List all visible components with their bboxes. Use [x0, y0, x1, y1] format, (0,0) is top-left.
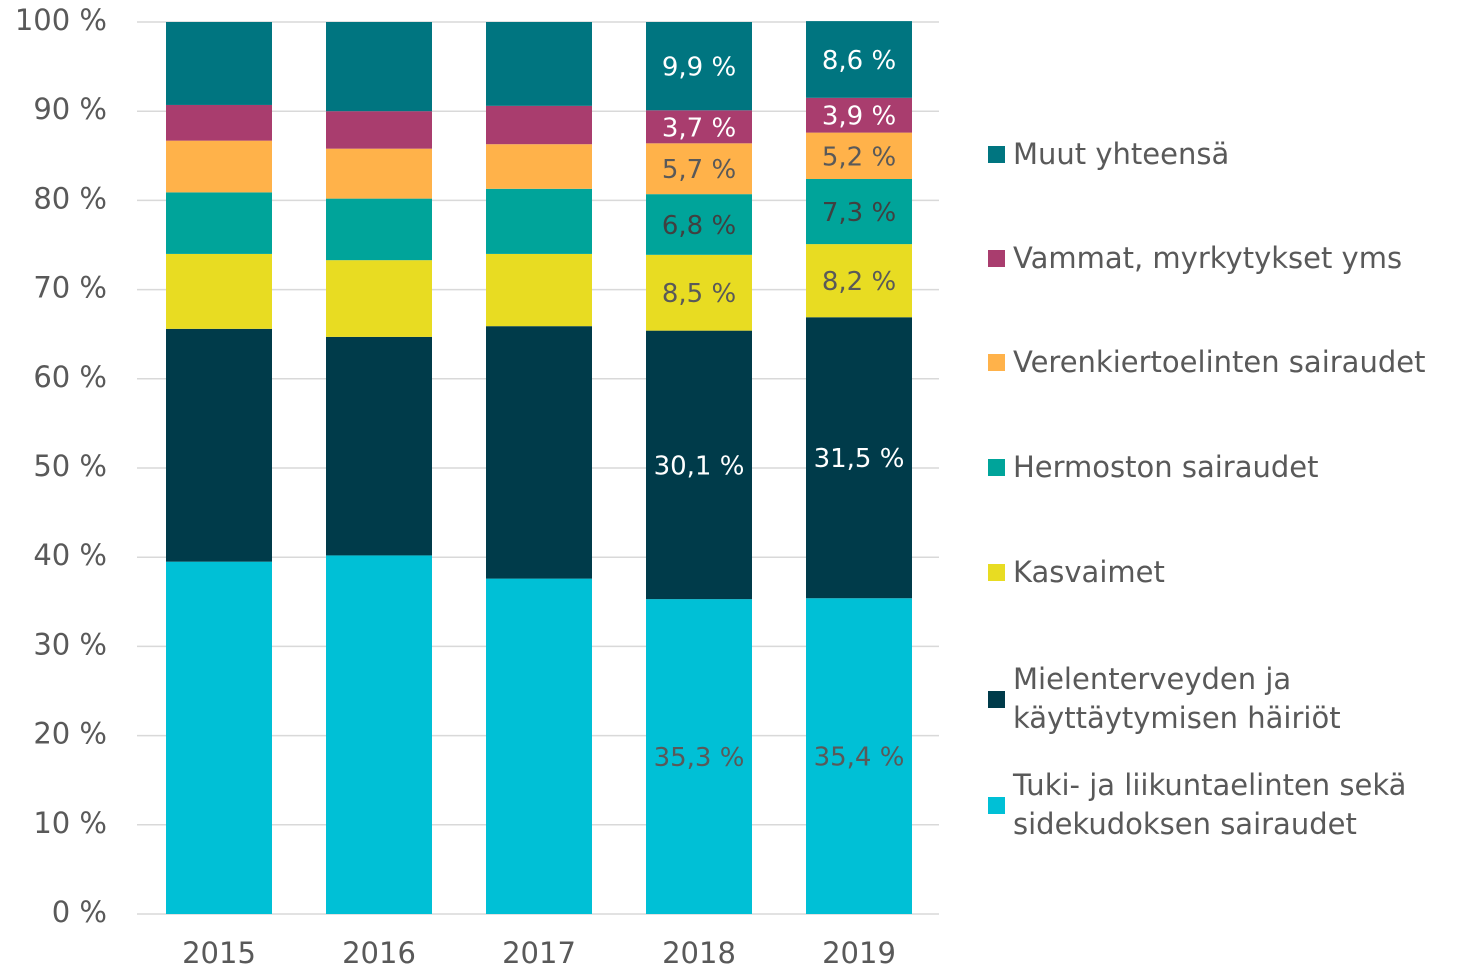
data-label: 35,4 %	[814, 743, 905, 773]
x-tick-label: 2019	[822, 936, 896, 970]
legend-label: Verenkiertoelinten sairaudet	[1013, 345, 1426, 379]
data-label: 31,5 %	[814, 444, 905, 474]
data-label: 9,9 %	[662, 53, 736, 83]
bar-segment	[166, 328, 272, 562]
data-label: 35,3 %	[654, 743, 745, 773]
bar-segment	[166, 561, 272, 914]
bar-segment	[486, 188, 592, 254]
bar-segment	[326, 148, 432, 199]
data-label: 8,6 %	[822, 46, 896, 76]
bar-segment	[326, 555, 432, 914]
y-tick-label: 90 %	[33, 92, 107, 126]
y-tick-label: 60 %	[33, 360, 107, 394]
x-tick-label: 2016	[342, 936, 416, 970]
legend-item: Verenkiertoelinten sairaudet	[988, 343, 1468, 382]
legend-item: Mielenterveyden ja käyttäytymisen häiriö…	[988, 660, 1468, 738]
bar-segment	[806, 598, 912, 914]
bar-segment	[646, 254, 752, 331]
bar-segment	[806, 178, 912, 245]
y-tick-label: 0 %	[52, 895, 107, 929]
bar-segment	[166, 253, 272, 329]
legend-swatch	[988, 459, 1005, 476]
legend-label: Tuki- ja liikuntaelinten sekä sidekudoks…	[1013, 768, 1407, 841]
data-label: 8,2 %	[822, 267, 896, 297]
bar-segment	[806, 317, 912, 599]
data-label: 30,1 %	[654, 451, 745, 481]
legend-swatch	[988, 796, 1005, 814]
legend-label: Hermoston sairaudet	[1013, 450, 1319, 484]
data-label: 3,7 %	[662, 113, 736, 143]
y-tick-label: 100 %	[15, 3, 107, 37]
y-tick-label: 70 %	[33, 271, 107, 305]
bar-segment	[486, 253, 592, 327]
legend-item: Muut yhteensä	[988, 135, 1468, 174]
bar-segment	[806, 21, 912, 98]
x-tick-label: 2015	[182, 936, 256, 970]
bar-segment	[166, 104, 272, 141]
legend-label: Vammat, myrkytykset yms	[1013, 241, 1403, 275]
bar-segment	[166, 192, 272, 254]
bar-segment	[646, 143, 752, 195]
legend-swatch	[988, 564, 1005, 581]
bar-segment	[326, 260, 432, 337]
y-tick-label: 80 %	[33, 181, 107, 215]
bar-segment	[646, 330, 752, 600]
y-tick-label: 50 %	[33, 449, 107, 483]
bar-segment	[646, 194, 752, 255]
legend-swatch	[988, 250, 1005, 267]
bar-segment	[326, 336, 432, 556]
legend-swatch	[988, 354, 1005, 371]
x-tick-label: 2018	[662, 936, 736, 970]
y-tick-label: 40 %	[33, 538, 107, 572]
legend-item: Kasvaimet	[988, 553, 1468, 592]
bar-segment	[806, 244, 912, 318]
bar-segment	[326, 22, 432, 112]
data-label: 5,2 %	[822, 142, 896, 172]
legend-item: Vammat, myrkytykset yms	[988, 239, 1468, 278]
y-tick-label: 10 %	[33, 806, 107, 840]
data-label: 7,3 %	[822, 198, 896, 228]
bar-segment	[166, 140, 272, 193]
bar-segment	[806, 97, 912, 133]
legend-swatch	[988, 146, 1005, 163]
bar-segment	[486, 22, 592, 106]
bar-segment	[806, 132, 912, 179]
bar-segment	[166, 22, 272, 105]
y-tick-label: 20 %	[33, 717, 107, 751]
legend-label: Muut yhteensä	[1013, 137, 1230, 171]
x-tick-label: 2017	[502, 936, 576, 970]
legend-item: Hermoston sairaudet	[988, 448, 1468, 487]
data-label: 6,8 %	[662, 211, 736, 241]
bar-segment	[646, 599, 752, 914]
bar-segment	[486, 578, 592, 914]
data-label: 5,7 %	[662, 155, 736, 185]
bar-segment	[646, 110, 752, 144]
bar-segment	[486, 326, 592, 579]
bar-segment	[326, 198, 432, 261]
data-label: 3,9 %	[822, 102, 896, 132]
y-tick-label: 30 %	[33, 627, 107, 661]
legend-label: Mielenterveyden ja käyttäytymisen häiriö…	[1013, 662, 1341, 735]
bar-segment	[326, 111, 432, 149]
legend-item: Tuki- ja liikuntaelinten sekä sidekudoks…	[988, 766, 1468, 844]
data-label: 8,5 %	[662, 279, 736, 309]
legend-swatch	[988, 690, 1005, 708]
bar-segment	[486, 105, 592, 145]
bar-segment	[646, 22, 752, 111]
legend-label: Kasvaimet	[1013, 555, 1165, 589]
bar-segment	[486, 144, 592, 189]
